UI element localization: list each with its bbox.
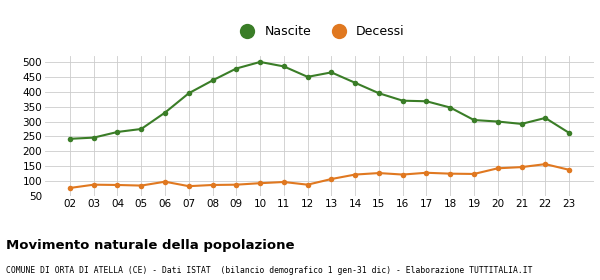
Text: COMUNE DI ORTA DI ATELLA (CE) - Dati ISTAT  (bilancio demografico 1 gen-31 dic) : COMUNE DI ORTA DI ATELLA (CE) - Dati IST…: [6, 266, 533, 275]
Text: Movimento naturale della popolazione: Movimento naturale della popolazione: [6, 239, 295, 252]
Legend: Nascite, Decessi: Nascite, Decessi: [229, 20, 410, 43]
